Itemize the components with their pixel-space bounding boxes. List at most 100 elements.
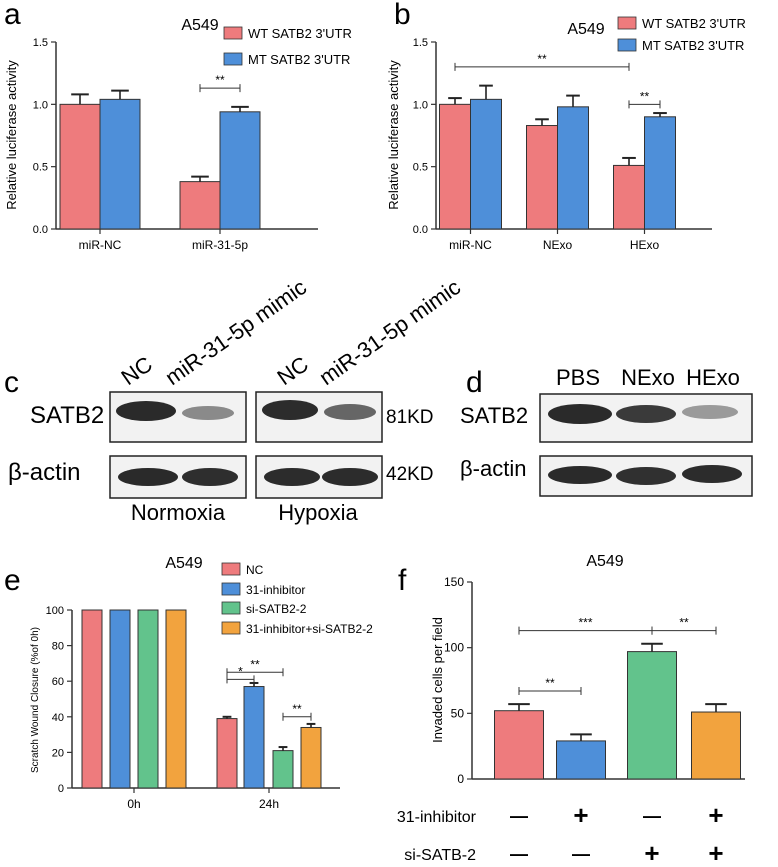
bar — [272, 750, 294, 789]
legend-swatch — [617, 16, 637, 30]
blot-band — [322, 468, 378, 486]
legend-label: 31-inhibitor+si-SATB2-2 — [246, 622, 373, 636]
significance-label: ** — [679, 616, 689, 630]
legend-swatch — [221, 562, 241, 576]
blot-panel-d: PBS NExo HExo SATB2 β-actin — [460, 365, 753, 497]
blot-panel-c: NC miR-31-5p mimic NC miR-31-5p mimic SA… — [8, 274, 465, 525]
condition-mark: — — [572, 844, 590, 864]
blot-d-lane-label: PBS — [556, 365, 600, 390]
blot-c-size-label: 81KD — [386, 407, 434, 428]
blot-d-lane-label: HExo — [686, 365, 740, 390]
chart-panel-e: 0 20 40 60 80 100 Scratch Wound Closure (%of 0… — [30, 555, 373, 811]
legend-label: NC — [246, 563, 264, 577]
significance-label: * — [238, 664, 243, 678]
y-axis-label: Relative luciferase activity — [4, 60, 19, 210]
y-tick-label: 0.0 — [33, 224, 48, 236]
blot-c-condition: Normoxia — [131, 500, 226, 525]
chart-title: A549 — [165, 555, 202, 572]
blot-band — [548, 404, 612, 424]
blot-c-size-label: 42KD — [386, 464, 434, 485]
blot-c-row-label: β-actin — [8, 459, 81, 486]
panel-letter-d: d — [466, 366, 483, 399]
blot-band — [264, 468, 320, 486]
y-axis-label: Relative luciferase activity — [386, 60, 401, 210]
panel-letter-b: b — [394, 0, 411, 31]
panel-letter-a: a — [4, 0, 21, 31]
bar — [219, 111, 261, 230]
blot-band — [616, 405, 676, 423]
y-tick-label: 80 — [52, 641, 64, 653]
chart-panel-a: 0.0 0.5 1.0 1.5 Relative luciferase activity… — [4, 17, 352, 252]
bar — [627, 651, 677, 780]
blot-band — [118, 468, 178, 486]
legend-label: MT SATB2 3'UTR — [642, 38, 744, 53]
blot-c-row-label: SATB2 — [30, 402, 104, 429]
y-axis-label: Scratch Wound Closure (%of 0h) — [30, 627, 41, 773]
x-tick-label: NExo — [543, 238, 573, 252]
condition-label: si-SATB-2 — [404, 847, 476, 864]
blot-band — [616, 467, 676, 485]
chart-title: A549 — [567, 21, 604, 38]
legend-label: WT SATB2 3'UTR — [248, 26, 352, 41]
blot-c-condition: Hypoxia — [278, 500, 358, 525]
legend-label: si-SATB2-2 — [246, 602, 307, 616]
blot-band — [682, 465, 742, 483]
x-tick-label: miR-NC — [449, 238, 492, 252]
blot-d-row-label: SATB2 — [460, 403, 528, 428]
panel-letter-c: c — [4, 366, 19, 399]
y-tick-label: 60 — [52, 676, 64, 688]
y-tick-label: 40 — [52, 712, 64, 724]
significance-label: *** — [578, 616, 592, 630]
y-tick-label: 150 — [444, 575, 464, 589]
bar — [243, 686, 265, 789]
blot-band — [182, 468, 238, 486]
condition-mark: — — [643, 806, 661, 826]
legend-label: WT SATB2 3'UTR — [642, 16, 746, 31]
bar — [109, 609, 131, 789]
bar — [137, 609, 159, 789]
legend-swatch — [617, 38, 637, 52]
bar — [165, 609, 187, 789]
significance-label: ** — [292, 702, 302, 716]
y-tick-label: 0 — [58, 783, 64, 795]
blot-band — [548, 466, 612, 484]
blot-band — [262, 400, 318, 420]
panel-letter-e: e — [4, 564, 21, 597]
y-tick-label: 0.0 — [413, 224, 428, 236]
x-tick-label: 24h — [259, 797, 279, 811]
bar — [556, 740, 606, 780]
bar — [179, 181, 221, 230]
bar — [526, 125, 558, 230]
y-tick-label: 0.5 — [413, 162, 428, 174]
significance-label: ** — [545, 676, 555, 690]
chart-title: A549 — [181, 17, 218, 34]
condition-mark: + — [644, 838, 659, 867]
bar — [300, 726, 322, 789]
bar — [470, 98, 502, 230]
x-tick-label: miR-31-5p — [192, 238, 248, 252]
y-axis-label: Invaded cells per field — [430, 617, 445, 743]
legend-swatch — [223, 52, 243, 66]
chart-title: A549 — [586, 553, 623, 570]
bar — [644, 116, 676, 230]
significance-label: ** — [640, 89, 650, 103]
y-tick-label: 0.5 — [33, 162, 48, 174]
condition-mark: + — [573, 800, 588, 830]
bar — [691, 711, 741, 780]
blot-d-row-label: β-actin — [460, 456, 526, 481]
bar — [557, 106, 589, 230]
legend-label: MT SATB2 3'UTR — [248, 52, 350, 67]
legend-label: 31-inhibitor — [246, 583, 305, 597]
bar — [439, 103, 471, 230]
legend-swatch — [221, 601, 241, 615]
y-tick-label: 100 — [46, 605, 64, 617]
condition-mark: — — [510, 806, 528, 826]
bar — [494, 710, 544, 780]
bar — [59, 103, 101, 230]
blot-c-lane-label: NC — [273, 351, 313, 390]
bar — [81, 609, 103, 789]
blot-c-lane-label: miR-31-5p mimic — [315, 274, 466, 390]
y-tick-label: 20 — [52, 747, 64, 759]
x-tick-label: HExo — [630, 238, 660, 252]
